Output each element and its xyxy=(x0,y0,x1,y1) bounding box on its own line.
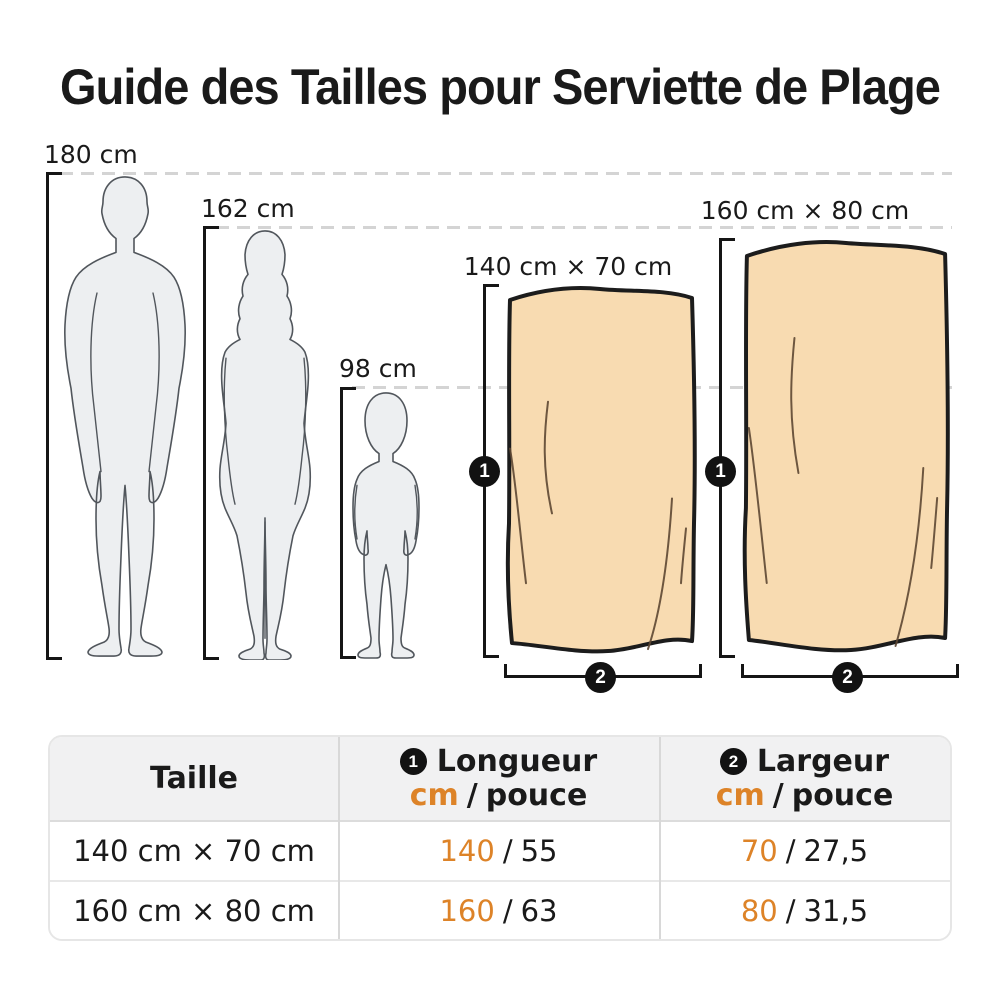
width-badge-icon: 2 xyxy=(719,748,747,776)
column-divider xyxy=(659,737,661,939)
towel-1-width-badge: 2 xyxy=(585,662,616,693)
towel-2-width-badge: 2 xyxy=(832,662,863,693)
row-size: 140 cm × 70 cm xyxy=(73,834,315,868)
header-width-label: Largeur xyxy=(756,743,890,779)
towel-1 xyxy=(505,286,697,654)
row-length: 160/63 xyxy=(439,894,558,928)
towel-2-size-label: 160 cm × 80 cm xyxy=(700,196,910,225)
column-divider xyxy=(338,737,340,939)
header-width-unit-inch: pouce xyxy=(791,777,894,813)
towel-2-length-line xyxy=(719,238,735,658)
man-height-dashed-line xyxy=(60,172,952,175)
size-table: Taille 1 Longueur cm / pouce 2 Largeur xyxy=(48,735,952,941)
child-height-label: 98 cm xyxy=(339,354,417,383)
towel-1-length-badge: 1 xyxy=(469,456,500,487)
woman-silhouette xyxy=(218,230,312,660)
row-length: 140/55 xyxy=(439,834,558,868)
row-size: 160 cm × 80 cm xyxy=(73,894,315,928)
child-silhouette xyxy=(352,392,420,659)
page-title: Guide des Tailles pour Serviette de Plag… xyxy=(59,59,941,115)
header-length-label: Longueur xyxy=(436,743,598,779)
header-length-unit-cm: cm xyxy=(409,777,459,813)
header-size-label: Taille xyxy=(149,760,239,796)
man-height-bracket xyxy=(46,172,62,660)
woman-height-label: 162 cm xyxy=(201,194,295,223)
header-length-unit-inch: pouce xyxy=(485,777,588,813)
size-table-header: Taille 1 Longueur cm / pouce 2 Largeur xyxy=(50,737,950,822)
header-width-unit-cm: cm xyxy=(715,777,765,813)
man-silhouette xyxy=(64,176,186,657)
woman-height-bracket xyxy=(203,226,219,660)
header-length-column: 1 Longueur cm / pouce xyxy=(338,737,659,820)
row-width: 80/31,5 xyxy=(740,894,869,928)
header-size-column: Taille xyxy=(50,737,338,820)
table-row: 140 cm × 70 cm 140/55 70/27,5 xyxy=(50,822,950,880)
towel-1-size-label: 140 cm × 70 cm xyxy=(463,252,673,281)
towel-2 xyxy=(742,240,950,653)
woman-height-dashed-line xyxy=(216,226,952,229)
header-width-column: 2 Largeur cm / pouce xyxy=(715,743,894,813)
row-width: 70/27,5 xyxy=(740,834,869,868)
towel-2-length-badge: 1 xyxy=(705,456,736,487)
man-height-label: 180 cm xyxy=(44,140,138,169)
table-row: 160 cm × 80 cm 160/63 80/31,5 xyxy=(50,880,950,939)
length-badge-icon: 1 xyxy=(399,748,427,776)
child-height-bracket xyxy=(340,387,356,659)
